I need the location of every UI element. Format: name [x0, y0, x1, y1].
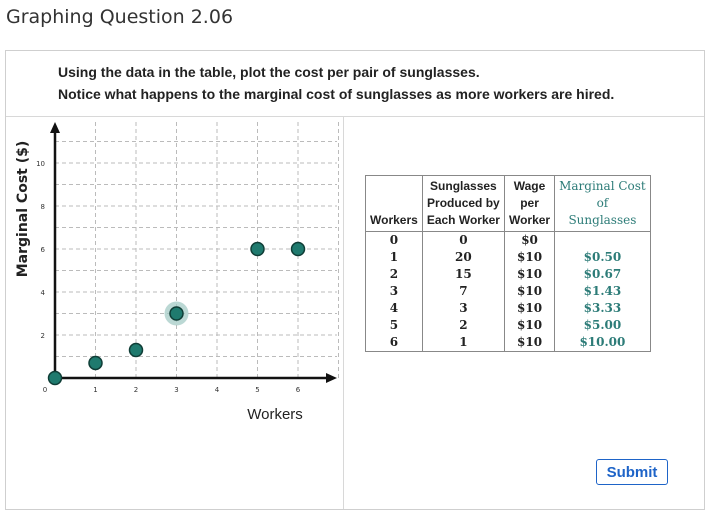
table-cell: $10: [503, 300, 556, 317]
table-cell: 6: [365, 334, 423, 352]
data-point[interactable]: [88, 355, 103, 371]
table-row: 4 3 $10 $3.33: [365, 300, 651, 317]
table-header-line: per: [520, 196, 539, 210]
table-header-line: Sunglasses: [568, 213, 637, 227]
table-header-cell: Marginal Cost of Sunglasses: [554, 175, 651, 232]
table-row: 5 2 $10 $5.00: [365, 317, 651, 334]
data-point[interactable]: [250, 241, 265, 257]
table-header-cell: Sunglasses Produced by Each Worker: [421, 175, 505, 232]
data-point[interactable]: [128, 342, 144, 358]
instructions: Using the data in the table, plot the co…: [6, 51, 704, 117]
x-tick-label: 3: [174, 386, 178, 394]
x-axis-arrow: [326, 373, 337, 383]
table-cell: 0: [365, 231, 423, 249]
x-axis-label: Workers: [247, 406, 303, 423]
data-point[interactable]: [169, 306, 184, 321]
table-header-cell: Wage per Worker: [503, 175, 556, 232]
table-cell: $10.00: [554, 334, 651, 352]
table-header-line: Sunglasses: [430, 179, 497, 193]
x-tick-label: 6: [296, 386, 301, 394]
y-axis-label: Marginal Cost ($): [15, 141, 31, 278]
table-header-line: Workers: [370, 213, 418, 227]
table-row: 6 1 $10 $10.00: [365, 334, 651, 352]
x-tick-label: 2: [134, 386, 138, 394]
table-cell: $3.33: [554, 300, 651, 317]
y-axis-arrow: [50, 122, 60, 133]
table-header-line: Produced by: [427, 196, 500, 210]
table-cell: $10: [503, 266, 556, 283]
table-cell: 3: [421, 300, 505, 317]
y-tick-label: 8: [41, 203, 45, 211]
y-tick-label: 10: [36, 160, 45, 168]
table-cell: $5.00: [554, 317, 651, 334]
y-tick-label: 2: [41, 332, 45, 340]
table-cell: $10: [503, 283, 556, 300]
table-header-line: Worker: [508, 213, 551, 227]
table-cell: 15: [421, 266, 505, 283]
table-row: 2 15 $10 $0.67: [365, 266, 651, 283]
table-cell: 1: [365, 249, 423, 266]
panel-divider: [343, 117, 344, 509]
table-cell: $10: [503, 249, 556, 266]
table-header-line: Marginal Cost: [559, 179, 646, 193]
x-tick-label: 5: [255, 386, 259, 394]
table-cell: 0: [421, 231, 505, 249]
table-cell: $10: [503, 334, 556, 352]
table-cell: $0: [503, 231, 556, 249]
table-cell: 1: [421, 334, 505, 352]
table-header-line: of: [596, 196, 609, 210]
table-cell: 2: [421, 317, 505, 334]
table-row: 1 20 $10 $0.50: [365, 249, 651, 266]
chart-tick-labels: 0 1 2 3 4 5 6 2 4 6 8 10: [36, 160, 301, 394]
table-cell: 5: [365, 317, 423, 334]
table-header-row: Workers Sunglasses Produced by Each Worker W…: [365, 175, 651, 232]
table-cell: $0.67: [554, 266, 651, 283]
data-point[interactable]: [290, 241, 306, 257]
table-cell: 7: [421, 283, 505, 300]
table-cell: 20: [421, 249, 505, 266]
table-cell: 3: [365, 283, 423, 300]
question-panel: Using the data in the table, plot the co…: [5, 50, 705, 510]
chart-points: [47, 241, 306, 386]
submit-button[interactable]: Submit: [596, 459, 668, 485]
y-tick-label: 4: [41, 289, 46, 297]
x-tick-label: 0: [43, 386, 47, 394]
y-tick-label: 6: [41, 246, 46, 254]
instruction-line-1: Using the data in the table, plot the co…: [58, 64, 480, 80]
table-cell: $1.43: [554, 283, 651, 300]
table-cell: 4: [365, 300, 423, 317]
table-header-line: Each Worker: [426, 213, 500, 227]
x-tick-label: 1: [93, 386, 97, 394]
page-title: Graphing Question 2.06: [6, 6, 234, 28]
data-table: Workers Sunglasses Produced by Each Worker W…: [365, 175, 651, 352]
table-row: 0 0 $0: [365, 231, 651, 249]
table-body: 0 0 $0 1 20 $10 $0.50 2 15 $10 $0.67 3 7 $10 $1.43 4 3 $1…: [365, 231, 651, 352]
table-cell: 2: [365, 266, 423, 283]
chart-axes: [50, 122, 337, 383]
table-cell: $0.50: [554, 249, 651, 266]
table-header-line: Wage: [513, 179, 546, 193]
data-point[interactable]: [47, 370, 63, 386]
table-cell: $10: [503, 317, 556, 334]
instruction-line-2: Notice what happens to the marginal cost…: [58, 86, 615, 102]
table-header-cell: Workers: [365, 175, 423, 232]
table-cell: [554, 231, 651, 249]
x-tick-label: 4: [215, 386, 220, 394]
table-row: 3 7 $10 $1.43: [365, 283, 651, 300]
